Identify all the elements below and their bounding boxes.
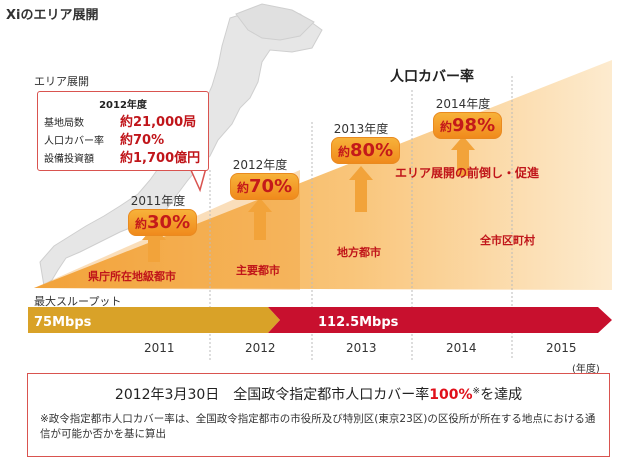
pct-value: 98% — [452, 115, 496, 136]
area-expansion-label: エリア展開 — [34, 75, 89, 88]
unit-label: (年度) — [572, 364, 600, 375]
popup-row-label: 設備投資額 — [44, 154, 94, 165]
milestone-2014: 2014年度 約98% — [433, 95, 503, 139]
popup-row-label: 基地局数 — [44, 118, 84, 129]
milestone-year: 2011年度 — [130, 194, 186, 208]
pct-prefix: 約 — [440, 120, 453, 134]
milestone-year: 2014年度 — [435, 97, 491, 111]
throughput-label: 最大スループット — [34, 295, 122, 308]
region-label: 地方都市 — [337, 246, 381, 259]
popup-row-value: 約1,700億円 — [120, 151, 201, 166]
popup-year: 2012年度 — [99, 100, 147, 111]
milestone-2013: 2013年度 約80% — [331, 120, 401, 164]
region-label: 県庁所在地級都市 — [88, 270, 176, 283]
popup-row-value: 約21,000局 — [120, 115, 197, 130]
year-tick: 2012 — [245, 341, 276, 355]
notice-box: 2012年3月30日 全国政令指定都市人口カバー率100%※を達成 ※政令指定都… — [27, 373, 610, 457]
milestone-2011: 2011年度 約30% — [128, 192, 198, 236]
speed-112-label: 112.5Mbps — [318, 315, 399, 330]
year-tick: 2015 — [546, 341, 577, 355]
speed-75-label: 75Mbps — [34, 315, 92, 330]
year-tick: 2013 — [346, 341, 377, 355]
milestone-year: 2012年度 — [232, 158, 288, 172]
fy2012-popup: 2012年度 基地局数 約21,000局 人口カバー率 約70% 設備投資額 約… — [37, 91, 209, 171]
page-title: Xiのエリア展開 — [6, 8, 99, 23]
notice-footnote: ※政令指定都市人口カバー率は、全国政令指定都市の市役所及び特別区(東京23区)の… — [40, 413, 596, 440]
milestone-pct-badge: 約98% — [433, 112, 503, 139]
notice-title-highlight: 100% — [429, 387, 473, 403]
throughput-bar-75 — [28, 307, 280, 333]
throughput-bar-112 — [268, 307, 612, 333]
pct-prefix: 約 — [237, 181, 250, 195]
hokkaido-map — [235, 3, 315, 41]
coverage-heading: 人口カバー率 — [390, 69, 474, 85]
popup-pointer — [188, 167, 207, 193]
region-label: 主要都市 — [236, 264, 280, 277]
pct-value: 30% — [147, 212, 191, 233]
pct-prefix: 約 — [338, 145, 351, 159]
milestone-pct-badge: 約30% — [128, 209, 198, 236]
acceleration-label: エリア展開の前倒し・促進 — [395, 166, 540, 180]
milestone-pct-badge: 約70% — [230, 173, 300, 200]
region-label: 全市区町村 — [480, 234, 535, 247]
notice-title-footnote-mark: ※ — [472, 386, 481, 397]
milestone-2012: 2012年度 約70% — [230, 156, 300, 200]
popup-row-value: 約70% — [120, 133, 165, 148]
year-tick: 2014 — [446, 341, 477, 355]
notice-title-pre: 2012年3月30日 全国政令指定都市人口カバー率 — [114, 387, 430, 403]
milestone-pct-badge: 約80% — [331, 137, 401, 164]
pct-value: 80% — [350, 140, 394, 161]
up-arrows — [142, 136, 475, 262]
milestone-year: 2013年度 — [333, 122, 389, 136]
notice-title-post: を達成 — [480, 387, 523, 403]
popup-row-label: 人口カバー率 — [44, 136, 104, 147]
pct-prefix: 約 — [135, 217, 148, 231]
year-tick: 2011 — [144, 341, 175, 355]
notice-title: 2012年3月30日 全国政令指定都市人口カバー率100%※を達成 — [28, 384, 609, 404]
pct-value: 70% — [249, 176, 293, 197]
